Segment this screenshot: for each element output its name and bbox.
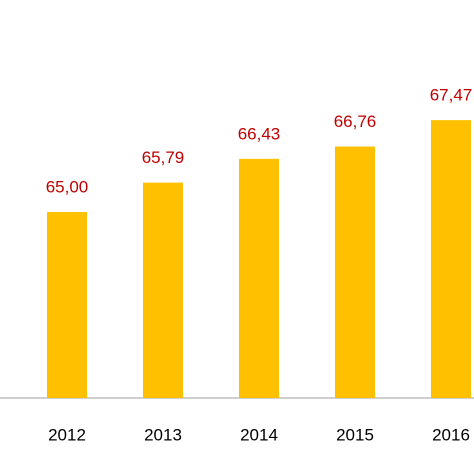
- x-tick-label: 2014: [240, 425, 278, 444]
- bar: [335, 146, 375, 398]
- x-tick-label: 2013: [144, 425, 182, 444]
- bar: [431, 120, 471, 399]
- value-label: 65,00: [46, 178, 89, 197]
- bar: [47, 212, 87, 398]
- value-label: 67,47: [430, 86, 473, 105]
- x-tick-label: 2016: [432, 425, 470, 444]
- value-label: 66,43: [238, 124, 281, 143]
- value-label: 66,76: [334, 112, 377, 131]
- x-tick-label: 2012: [48, 425, 86, 444]
- x-tick-label: 2015: [336, 425, 374, 444]
- bar: [239, 158, 279, 398]
- bar: [143, 182, 183, 398]
- value-label: 65,79: [142, 148, 185, 167]
